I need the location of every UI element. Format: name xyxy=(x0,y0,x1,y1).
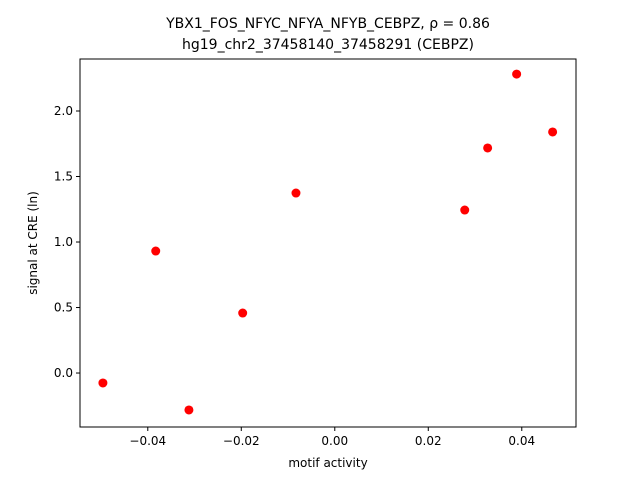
x-tick-label: 0.04 xyxy=(508,434,535,448)
x-tick-label: −0.02 xyxy=(223,434,260,448)
chart-title: YBX1_FOS_NFYC_NFYA_NFYB_CEBPZ, ρ = 0.86 xyxy=(165,16,490,32)
point xyxy=(291,188,301,198)
x-tick-label: 0.02 xyxy=(415,434,442,448)
point xyxy=(460,205,470,215)
point xyxy=(151,246,161,256)
x-tick-label: −0.04 xyxy=(129,434,166,448)
y-tick-label: 0.0 xyxy=(54,366,73,380)
point xyxy=(184,405,194,415)
point xyxy=(98,378,108,388)
plot-frame xyxy=(79,58,577,428)
y-tick-label: 0.5 xyxy=(54,301,73,315)
x-axis-label: motif activity xyxy=(288,456,367,470)
x-tick-label: 0.00 xyxy=(321,434,348,448)
point xyxy=(512,69,522,79)
point xyxy=(548,127,558,137)
y-tick-label: 1.0 xyxy=(54,235,73,249)
point xyxy=(238,308,248,318)
y-tick-label: 2.0 xyxy=(54,104,73,118)
point xyxy=(483,143,493,153)
y-axis-label: signal at CRE (ln) xyxy=(26,191,40,295)
chart-subtitle: hg19_chr2_37458140_37458291 (CEBPZ) xyxy=(182,37,474,53)
y-tick-label: 1.5 xyxy=(54,170,73,184)
